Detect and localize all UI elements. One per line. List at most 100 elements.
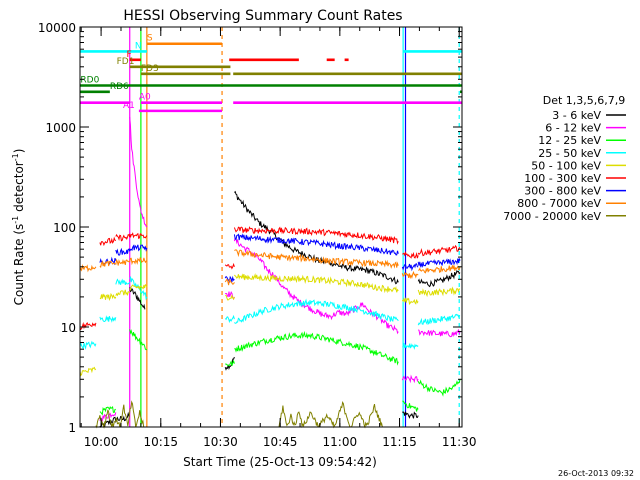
series-12-25-kev-segment-1: [129, 329, 148, 351]
plot-frame: [79, 26, 463, 428]
x-tick-label-1130: 11:30: [442, 435, 477, 449]
flag-label-s: S: [147, 34, 153, 44]
series-300-800-kev-segment-1: [115, 247, 131, 256]
y-axis-ticks: 1 10 100 1000 10000: [38, 21, 462, 435]
series-50-100-kev-segment-7: [417, 286, 460, 298]
series-300-800-kev-segment-6: [417, 258, 461, 269]
series-300-800-kev-segment-4: [233, 233, 399, 256]
series-3-6-kev-segment-2: [224, 356, 235, 371]
count-rate-series: [79, 116, 461, 429]
series-25-50-kev-segment-4: [224, 314, 235, 324]
legend-title: Det 1,3,5,6,7,9: [543, 94, 626, 107]
series-12-25-kev-segment-0: [99, 405, 116, 416]
y-axis-label-part2: detector: [12, 161, 26, 216]
x-tick-label-1000: 10:00: [84, 435, 119, 449]
series-300-800-kev-segment-2: [129, 244, 148, 252]
series-3-6-kev-segment-4: [402, 411, 419, 419]
series-50-100-kev-segment-4: [224, 294, 235, 301]
flag-label-fd1: FD1: [117, 57, 135, 67]
series-3-6-kev-segment-5: [417, 269, 461, 288]
x-axis-label: Start Time (25-Oct-13 09:54:42): [183, 455, 377, 469]
y-axis-label: Count Rate (s-1 detector-1): [11, 149, 26, 306]
series-25-50-kev-segment-1: [99, 315, 117, 323]
y-axis-label-part1: Count Rate (s: [12, 224, 26, 306]
legend-label-3-6-kev: 3 - 6 keV: [552, 109, 601, 122]
series-3-6-kev-segment-0: [99, 411, 131, 428]
series-50-100-kev-segment-5: [234, 272, 399, 294]
series-800-7000-kev-segment-4: [224, 278, 235, 286]
series-100-300-kev-segment-1: [99, 236, 117, 247]
timestamp: 26-Oct-2013 09:32: [558, 469, 634, 478]
y-axis-label-exponent2: -1: [11, 153, 20, 161]
x-tick-label-1115: 11:15: [382, 435, 417, 449]
legend-label-800-7000-kev: 800 - 7000 keV: [517, 197, 601, 210]
series-50-100-kev-segment-2: [115, 289, 131, 297]
flag-label-n: N: [135, 41, 142, 51]
chart-title: HESSI Observing Summary Count Rates: [123, 8, 402, 24]
legend-label-300-800-kev: 300 - 800 keV: [524, 185, 601, 198]
series-300-800-kev-segment-3: [224, 275, 235, 284]
series-800-7000-kev-segment-5: [234, 249, 399, 269]
series-800-7000-kev-segment-6: [401, 270, 419, 280]
x-tick-label-1015: 10:15: [143, 435, 178, 449]
series-100-300-kev-segment-3: [129, 232, 148, 240]
series-6-12-kev-segment-0: [99, 412, 117, 422]
vertical-markers: [129, 27, 460, 427]
legend-label-25-50-kev: 25 - 50 keV: [538, 147, 601, 160]
y-tick-label-10: 10: [61, 321, 76, 335]
series-6-12-kev-segment-3: [233, 236, 399, 335]
legend-label-100-300-kev: 100 - 300 keV: [524, 172, 601, 185]
series-100-300-kev-segment-2: [115, 233, 131, 242]
legend-label-50-100-kev: 50 - 100 keV: [531, 159, 601, 172]
series-12-25-kev-segment-4: [402, 400, 419, 412]
legend-label-7000-20000-kev: 7000 - 20000 keV: [503, 210, 601, 223]
series-50-100-kev-segment-1: [99, 292, 117, 302]
x-tick-label-1030: 10:30: [203, 435, 238, 449]
flag-label-rd0: RD0: [80, 76, 99, 86]
series-100-300-kev-segment-4: [224, 262, 235, 270]
series-7000-20000-kev-segment-1: [278, 400, 383, 429]
x-tick-label-1100: 11:00: [323, 435, 358, 449]
series-12-25-kev-segment-2: [225, 359, 235, 367]
series-100-300-kev-segment-6: [402, 250, 419, 259]
series-25-50-kev-segment-5: [234, 298, 399, 324]
series-12-25-kev-segment-5: [417, 379, 461, 397]
y-tick-label-10000: 10000: [38, 21, 76, 35]
series-3-6-kev-segment-1: [129, 287, 146, 310]
series-25-50-kev-segment-6: [402, 342, 419, 350]
series-50-100-kev-segment-3: [129, 283, 148, 292]
series-25-50-kev-segment-2: [115, 278, 131, 286]
series-100-300-kev-segment-7: [417, 244, 461, 257]
series-6-12-kev-segment-5: [418, 329, 461, 338]
series-25-50-kev-segment-7: [417, 313, 461, 326]
y-tick-label-1000: 1000: [45, 121, 76, 135]
series-12-25-kev-segment-3: [234, 330, 399, 366]
series-100-300-kev-segment-5: [233, 226, 399, 245]
y-tick-label-1: 1: [68, 421, 76, 435]
series-6-12-kev-segment-1: [129, 116, 148, 228]
x-tick-label-1045: 10:45: [263, 435, 298, 449]
series-6-12-kev-segment-4: [401, 374, 419, 384]
series-800-7000-kev-segment-7: [418, 265, 461, 274]
series-800-7000-kev-segment-2: [115, 258, 130, 266]
flag-label-a1: A1: [123, 101, 135, 111]
series-800-7000-kev-segment-3: [129, 256, 148, 266]
flag-label-rd6: RD6: [110, 82, 129, 92]
series-50-100-kev-segment-6: [401, 296, 419, 306]
legend-label-6-12-kev: 6 - 12 keV: [545, 122, 601, 135]
series-50-100-kev-segment-0: [79, 366, 97, 377]
flag-label-fd3: FD3: [141, 64, 159, 74]
flag-label-f: F: [127, 50, 132, 60]
series-3-6-kev-segment-3: [234, 190, 399, 285]
y-axis-label-exponent1: -1: [11, 216, 20, 224]
series-300-800-kev-segment-5: [401, 263, 419, 272]
y-tick-label-100: 100: [53, 221, 76, 235]
series-100-300-kev-segment-0: [79, 321, 97, 331]
flag-label-a0: A0: [139, 93, 151, 103]
series-800-7000-kev-segment-1: [99, 260, 116, 269]
y-axis-label-part3: ): [12, 149, 26, 154]
x-axis-ticks: 10:00 10:15 10:30 10:45 11:00 11:15 11:30: [80, 27, 477, 449]
